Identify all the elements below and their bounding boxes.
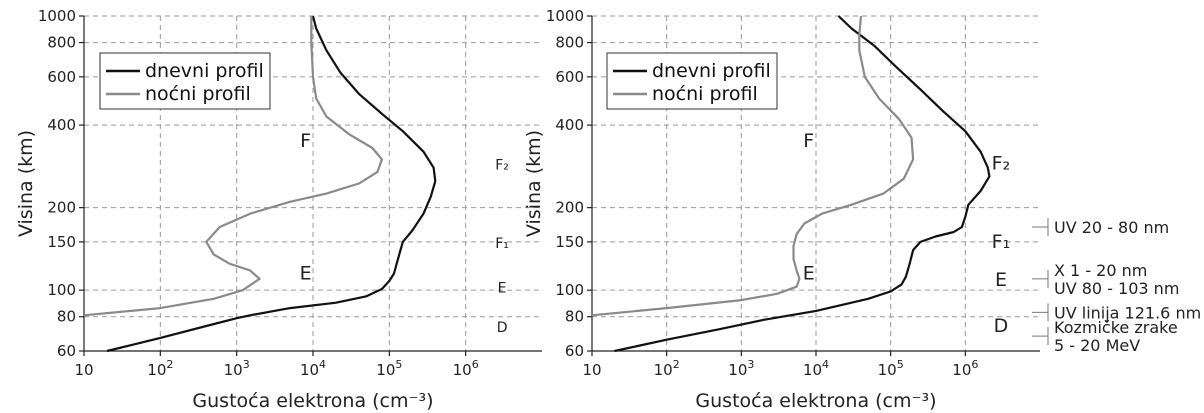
x-axis-title: Gustoća elektrona (cm⁻³) [695,390,936,412]
legend-box [99,52,271,110]
x-tick-label: 106 [952,358,978,379]
x-tick-label: 104 [803,358,829,379]
layer-label: F₁ [495,236,509,252]
layer-label: E [803,263,815,285]
x-tick-label: 10 [74,361,93,379]
x-tick-label: 106 [453,358,479,379]
x-tick-base: 10 [728,361,747,379]
x-tick-exponent: 6 [472,358,479,371]
layer-label: F [803,130,814,152]
x-tick-base: 10 [300,361,319,379]
annotation-text: 5 - 20 MeV [1054,336,1140,355]
layer-label: D [497,320,508,336]
y-tick-label: 60 [57,342,76,360]
x-tick-exponent: 3 [243,358,250,371]
y-tick-label: 80 [565,308,584,326]
x-tick-exponent: 4 [319,358,326,371]
annotation-text: UV 20 - 80 nm [1054,218,1169,237]
y-tick-label: 80 [57,308,76,326]
x-tick-base: 10 [74,361,93,379]
x-tick-label: 105 [376,358,402,379]
x-tick-exponent: 5 [395,358,402,371]
x-tick-base: 10 [376,361,395,379]
y-tick-label: 200 [47,199,76,217]
y-tick-label: 1000 [546,7,584,25]
x-tick-label: 102 [654,358,680,379]
x-tick-base: 10 [654,361,673,379]
layer-label: F₂ [992,152,1011,174]
layer-label: F [300,130,311,152]
x-tick-base: 10 [147,361,166,379]
y-tick-label: 400 [47,116,76,134]
y-tick-label: 100 [555,281,584,299]
x-tick-label: 10 [582,361,601,379]
y-axis-title: Visina (km) [523,130,545,237]
annotation-text: UV linija 121.6 nm [1054,303,1201,322]
layer-label: E [300,263,312,285]
x-tick-label: 102 [147,358,173,379]
y-tick-label: 150 [47,233,76,251]
x-tick-base: 10 [952,361,971,379]
y-tick-label: 1000 [38,7,76,25]
x-tick-base: 10 [453,361,472,379]
x-tick-label: 104 [300,358,326,379]
x-tick-base: 10 [878,361,897,379]
x-tick-label: 105 [878,358,904,379]
x-tick-label: 103 [728,358,754,379]
layer-label: F₁ [992,231,1011,253]
annotation-text: UV 80 - 103 nm [1054,279,1179,298]
series-line-night [83,16,383,317]
y-tick-label: 800 [555,34,584,52]
layer-label: E [498,281,507,297]
y-tick-label: 800 [47,34,76,52]
x-tick-label: 103 [224,358,250,379]
y-tick-label: 60 [565,342,584,360]
legend-box [606,52,778,110]
x-axis-title: Gustoća elektrona (cm⁻³) [192,390,433,412]
y-tick-label: 200 [555,199,584,217]
x-tick-exponent: 5 [897,358,904,371]
annotation-text: X 1 - 20 nm [1054,261,1147,280]
y-tick-label: 600 [47,68,76,86]
y-axis-title: Visina (km) [15,130,37,237]
x-tick-exponent: 6 [971,358,978,371]
legend-label: dnevni profil [652,60,771,82]
legend-label: noćni profil [145,83,251,105]
layer-label: F₂ [495,157,509,173]
x-tick-exponent: 2 [673,358,680,371]
x-tick-base: 10 [582,361,601,379]
x-tick-base: 10 [224,361,243,379]
y-tick-label: 100 [47,281,76,299]
y-tick-label: 600 [555,68,584,86]
legend-label: noćni profil [652,83,758,105]
layer-label: D [994,315,1009,337]
x-tick-exponent: 3 [747,358,754,371]
legend-label: dnevni profil [145,60,264,82]
layer-label: E [995,269,1007,291]
x-tick-exponent: 2 [166,358,173,371]
annotation-text: Kozmičke zrake [1054,318,1178,337]
series-line-day [614,15,991,353]
y-tick-label: 400 [555,116,584,134]
series-line-day [106,15,437,353]
series-line-night [591,15,915,317]
y-tick-label: 150 [555,233,584,251]
x-tick-exponent: 4 [822,358,829,371]
x-tick-base: 10 [803,361,822,379]
